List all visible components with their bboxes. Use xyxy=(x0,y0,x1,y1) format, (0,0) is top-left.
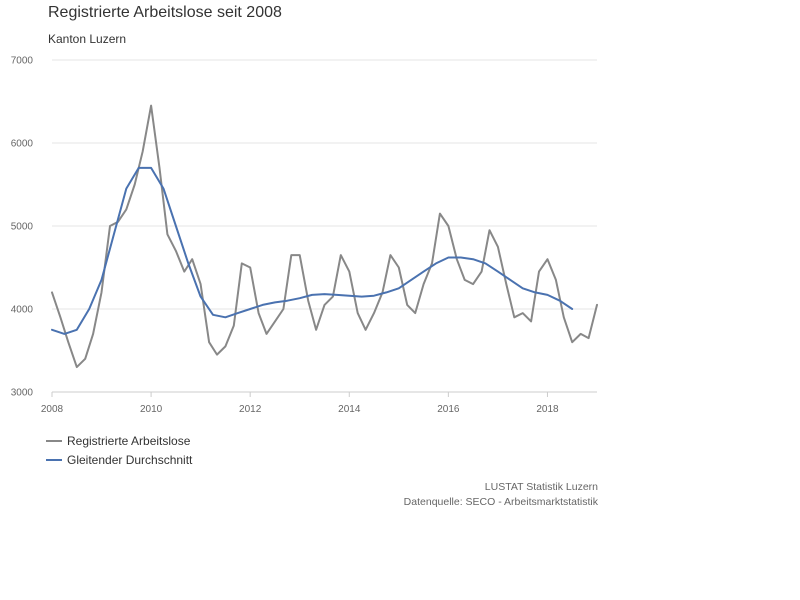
y-tick-label: 3000 xyxy=(11,388,34,399)
chart-subtitle: Kanton Luzern xyxy=(48,32,127,46)
x-tick-label: 2010 xyxy=(140,404,163,415)
x-tick-label: 2008 xyxy=(41,404,64,415)
series-line-gleitender-durchschnitt[interactable] xyxy=(51,166,574,335)
y-tick-label: 5000 xyxy=(11,222,34,233)
x-tick-label: 2016 xyxy=(437,404,460,415)
legend: Registrierte Arbeitslose Gleitender Durc… xyxy=(46,431,192,469)
x-tick-label: 2012 xyxy=(239,404,262,415)
legend-item-registrierte-arbeitslose[interactable]: Registrierte Arbeitslose xyxy=(46,431,192,450)
series-layer xyxy=(51,104,598,369)
y-tick-label: 6000 xyxy=(11,139,34,150)
x-tick-label: 2018 xyxy=(536,404,559,415)
credits-source: Datenquelle: SECO - Arbeitsmarktstatisti… xyxy=(403,496,598,508)
series-line-registrierte-arbeitslose[interactable] xyxy=(51,104,598,369)
legend-swatch-gray xyxy=(46,439,62,442)
legend-swatch-blue xyxy=(46,458,62,461)
legend-label: Registrierte Arbeitslose xyxy=(67,433,191,448)
credits: LUSTAT Statistik Luzern Datenquelle: SEC… xyxy=(404,480,598,510)
credits-publisher: LUSTAT Statistik Luzern xyxy=(484,481,598,493)
grid-layer xyxy=(52,59,597,393)
legend-item-gleitender-durchschnitt[interactable]: Gleitender Durchschnitt xyxy=(46,450,192,469)
y-tick-label: 7000 xyxy=(11,56,34,67)
x-tick-label: 2014 xyxy=(338,404,361,415)
y-tick-label: 4000 xyxy=(11,305,34,316)
chart-title: Registrierte Arbeitslose seit 2008 xyxy=(48,4,282,21)
axis-layer: 3000 4000 5000 6000 7000 2008 2010 2012 2014 2016… xyxy=(11,56,559,416)
legend-label: Gleitender Durchschnitt xyxy=(67,452,193,467)
